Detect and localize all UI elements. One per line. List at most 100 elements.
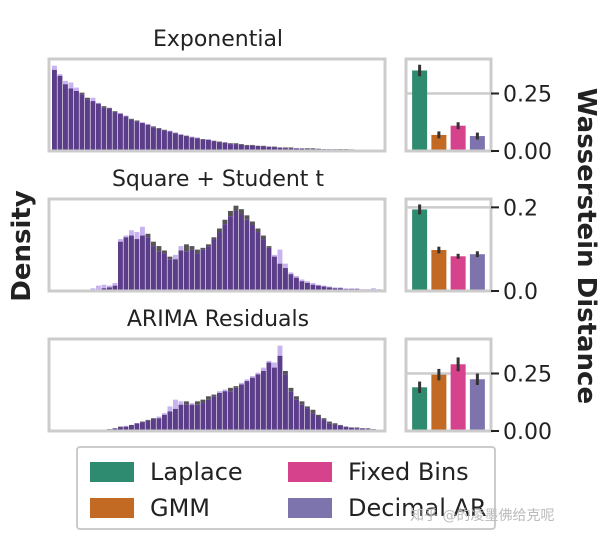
hist-overlap-bar-25 [189,137,195,150]
hist-overlap-bar-23 [178,250,184,290]
hist-excess-bar-16 [140,226,145,236]
hist-overlap-bar-30 [217,232,222,290]
hist-excess-bar-23 [178,401,184,405]
hist-overlap-bar-40 [272,147,277,150]
hist-excess-bar-17 [145,419,151,421]
hist-excess-bar-43 [288,147,294,149]
hist-excess-bar-20 [162,413,167,415]
hist-overlap-bar-19 [156,251,162,290]
wd-bar-decimal-ar [469,379,485,431]
hist-excess-bar-50 [327,286,332,288]
hist-overlap-bar-10 [107,287,112,290]
hist-excess-bar-14 [129,230,134,236]
hist-overlap-bar-29 [211,141,217,150]
hist-overlap-bar-48 [316,416,321,430]
hist-overlap-bar-30 [217,392,222,430]
hist-excess-bar-49 [321,418,327,420]
wd-bar-fixed-bins [450,125,466,151]
hist-excess-bar-13 [123,235,129,238]
hist-overlap-bar-50 [327,423,332,430]
wd-bar-laplace [412,209,428,291]
hist-overlap-bar-13 [123,237,129,290]
hist-excess-bar-58 [371,288,376,290]
hist-overlap-bar-29 [211,396,217,430]
hist-excess-bar-28 [206,139,211,140]
hist-excess-bar-40 [272,146,277,148]
hist-excess-bar-37 [255,372,261,375]
hist-overlap-bar-19 [156,418,162,430]
wd-bar-gmm [431,250,447,291]
hist-excess-bar-19 [156,246,162,252]
hist-excess-bar-13 [123,425,129,427]
hist-excess-bar-30 [217,391,222,393]
hist-excess-bar-24 [184,401,189,405]
hist-overlap-bar-40 [272,256,277,290]
hist-excess-bar-31 [222,389,228,392]
hist-excess-bar-17 [145,123,151,125]
hist-excess-bar-35 [244,215,250,220]
hist-overlap-bar-34 [239,144,244,150]
hist-excess-bar-26 [195,137,200,139]
hist-excess-bar-11 [112,282,118,286]
hist-overlap-bar-48 [316,285,321,290]
hist-excess-bar-52 [338,287,343,289]
legend-label-laplace: Laplace [150,458,243,486]
hist-excess-bar-34 [239,382,244,385]
hist-overlap-bar-40 [272,367,277,430]
hist-overlap-bar-42 [283,374,288,430]
hist-excess-bar-37 [255,228,261,233]
hist-excess-bar-42 [283,147,288,149]
hist-overlap-bar-23 [178,134,184,150]
hist-overlap-bar-32 [228,144,233,150]
hist-excess-bar-33 [233,143,239,145]
hist-overlap-bar-34 [239,214,244,290]
hist-excess-bar-16 [140,421,145,423]
hist-overlap-bar-27 [200,403,206,430]
hist-excess-bar-52 [338,424,343,426]
hist-overlap-bar-19 [156,128,162,150]
hist-overlap-bar-28 [206,246,211,290]
hist-excess-bar-1 [57,74,63,76]
hist-overlap-bar-14 [129,119,134,150]
hist-overlap-bar-20 [162,414,167,430]
hist-excess-bar-23 [178,133,184,135]
hist-overlap-bar-45 [299,281,305,290]
hist-excess-bar-45 [299,401,305,405]
hist-excess-bar-38 [261,145,266,147]
hist-excess-bar-18 [151,241,156,247]
hist-overlap-bar-24 [184,136,189,150]
legend-swatch-gmm [90,498,134,518]
hist-overlap-bar-26 [195,138,200,150]
hist-excess-bar-25 [189,136,195,138]
wd-tick-label-1: 0.25 [503,363,552,388]
hist-overlap-bar-12 [118,113,123,150]
hist-overlap-bar-14 [129,424,134,430]
hist-excess-bar-9 [101,284,107,289]
wd-frame [404,197,493,293]
hist-overlap-bar-10 [107,108,112,150]
wd-bar-fixed-bins [450,364,466,431]
hist-excess-bar-28 [206,244,211,247]
hist-overlap-bar-6 [85,99,90,150]
watermark: 知乎 @的凌墨佛给克呢 [410,508,555,524]
hist-overlap-bar-11 [112,428,118,430]
hist-overlap-bar-28 [206,139,211,150]
hist-overlap-bar-27 [200,139,206,150]
legend-label-gmm: GMM [150,494,211,522]
legend-label-decimal-ar: Decimal AR [348,494,487,522]
wd-frame [404,337,493,433]
hist-excess-bar-53 [343,288,349,290]
hist-excess-bar-33 [233,205,239,211]
hist-overlap-bar-16 [140,422,145,430]
hist-excess-bar-34 [239,209,244,215]
hist-overlap-bar-42 [283,148,288,150]
hist-overlap-bar-8 [96,103,101,150]
histogram-square-student-t [47,197,387,293]
hist-overlap-bar-44 [294,148,299,150]
hist-excess-bar-28 [206,396,211,400]
hist-excess-bar-38 [261,235,266,240]
wd-tick-label-1: 0.2 [503,196,538,221]
hist-overlap-bar-20 [162,253,167,290]
hist-excess-bar-10 [107,107,112,109]
